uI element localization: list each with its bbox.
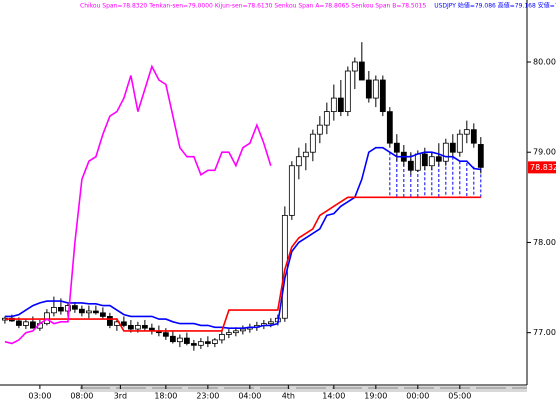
candle-body (358, 61, 365, 81)
x-tick-label: 19:00 (364, 392, 387, 401)
candle-body (414, 153, 421, 171)
candle-body (386, 111, 393, 144)
candle-body (169, 335, 176, 343)
candle-body (449, 142, 456, 153)
candle-body (365, 79, 372, 99)
candle-body (232, 330, 239, 334)
candle-body (99, 312, 106, 317)
candle-body (407, 160, 414, 171)
y-tick-label: 80.000 (533, 57, 556, 66)
x-tick-label: 04:00 (238, 392, 261, 401)
indicator-line (4, 196, 481, 332)
candle-body (309, 133, 316, 153)
indicator-line (4, 64, 272, 345)
candle-body (197, 341, 204, 346)
candle-body (211, 339, 218, 344)
candle-body (288, 165, 295, 216)
y-tick-label: 77.000 (533, 328, 556, 337)
candle-body (239, 328, 246, 332)
candle-body (302, 151, 309, 158)
legend-entry: Chikou Span=78.8320 (80, 3, 147, 10)
candle-body (428, 156, 435, 167)
candle-body (50, 307, 57, 314)
legend-entry: USDJPY 始値=79.086 高値=79.168 安値=78.765 終値=… (434, 2, 556, 10)
candle-body (71, 305, 78, 310)
x-tick-label: 00:00 (406, 392, 429, 401)
candle-body (435, 156, 442, 162)
candle-body (379, 79, 386, 113)
candle-body (78, 308, 85, 314)
candle-body (162, 332, 169, 337)
x-tick-label: 14:00 (322, 392, 345, 401)
candle-body (316, 124, 323, 135)
candle-body (463, 129, 470, 135)
legend-entry: Senkou Span B=78.5015 (351, 3, 426, 10)
y-tick-label: 78.000 (533, 238, 556, 247)
x-tick-label: 08:00 (70, 392, 93, 401)
candle-body (267, 321, 274, 325)
candle-body (442, 142, 449, 162)
candle-body (183, 337, 190, 344)
candle-body (141, 325, 148, 329)
x-tick-label: 4th (282, 392, 295, 401)
candle-body (218, 334, 225, 341)
candle-body (344, 70, 351, 113)
candle-body (421, 153, 428, 167)
candle-body (64, 305, 71, 312)
candle-body (120, 321, 127, 326)
candle-body (456, 133, 463, 153)
x-tick-label: 18:00 (154, 392, 177, 401)
candle-body (204, 341, 211, 344)
candle-body (330, 97, 337, 113)
candle-body (22, 321, 29, 326)
candle-body (85, 310, 92, 314)
candle-body (393, 142, 400, 153)
last-price-box (528, 161, 556, 174)
candle-body (323, 111, 330, 126)
x-tick-label: 05:00 (448, 392, 471, 401)
candle-body (190, 343, 197, 346)
last-price-label: 78.832 (530, 163, 556, 172)
candle-body (92, 310, 99, 314)
candle-body (477, 144, 484, 168)
candle-body (127, 325, 134, 330)
candle-body (295, 156, 302, 167)
legend-entry: Senkou Span A=78.8065 (274, 3, 349, 10)
candle-body (337, 97, 344, 113)
legend-entry: Kijun-sen=78.6130 (215, 3, 273, 10)
legend-entry: Tenkan-sen=79.0000 (148, 3, 213, 10)
candle-body (29, 321, 36, 329)
x-tick-label: 03:00 (28, 392, 51, 401)
indicator-line (4, 146, 481, 329)
candle-body (225, 332, 232, 335)
y-tick-label: 79.000 (533, 148, 556, 157)
scroll-band (80, 386, 527, 392)
candle-body (351, 61, 358, 72)
candle-body (15, 320, 22, 326)
candle-body (372, 79, 379, 99)
x-tick-label: 23:00 (196, 392, 219, 401)
candle-body (470, 129, 477, 144)
x-tick-label: 3rd (114, 392, 127, 401)
candle-body (106, 316, 113, 326)
candle-body (134, 325, 141, 330)
candle-body (176, 337, 183, 343)
candle-body (57, 307, 64, 312)
